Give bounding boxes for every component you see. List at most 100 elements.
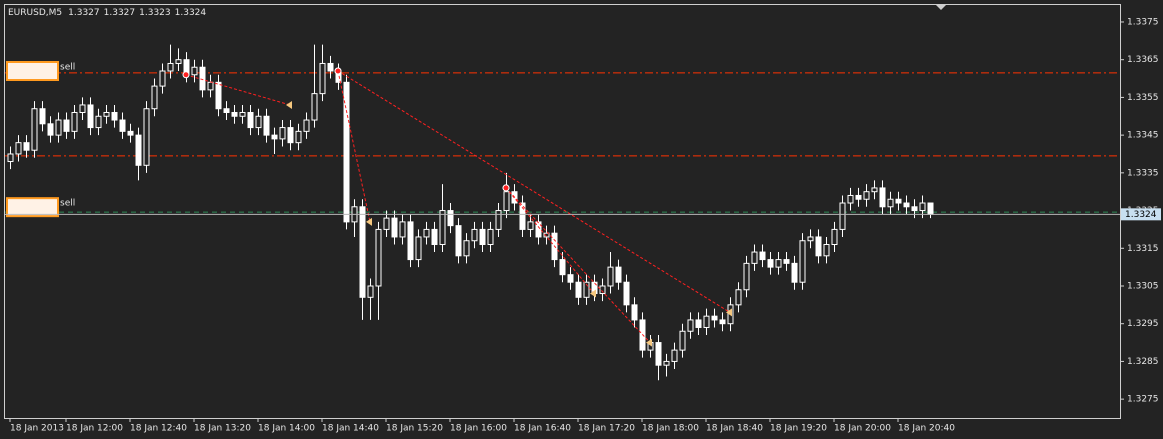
candle-body bbox=[567, 274, 574, 283]
trade-close bbox=[726, 308, 732, 317]
candle-body bbox=[423, 228, 430, 238]
candle-body bbox=[559, 259, 566, 276]
trade-line bbox=[505, 187, 595, 294]
candle-body bbox=[703, 315, 710, 328]
candle-body bbox=[239, 111, 246, 117]
candle-body bbox=[271, 134, 278, 140]
candle-body bbox=[55, 119, 62, 136]
candle-body bbox=[399, 221, 406, 238]
candle-body bbox=[135, 134, 142, 166]
candle-body bbox=[495, 210, 502, 230]
candle-body bbox=[927, 202, 934, 215]
open: 1.3327 bbox=[68, 8, 100, 18]
candle-body bbox=[151, 85, 158, 110]
candle-body bbox=[711, 315, 718, 321]
candle-body bbox=[487, 228, 494, 246]
candle-body bbox=[615, 266, 622, 283]
candle-body bbox=[543, 232, 550, 238]
candle-body bbox=[783, 259, 790, 264]
candle-body bbox=[671, 349, 678, 362]
candle-body bbox=[343, 81, 350, 223]
trade-line bbox=[505, 187, 651, 343]
candle-body bbox=[695, 319, 702, 328]
candle-body bbox=[415, 236, 422, 261]
x-tick-label: 18 Jan 16:00 bbox=[450, 424, 507, 434]
candle-body bbox=[247, 111, 254, 129]
candle-body bbox=[7, 153, 14, 163]
candle-body bbox=[743, 262, 750, 291]
x-tick-label: 18 Jan 20:40 bbox=[898, 424, 955, 434]
candle-body bbox=[575, 281, 582, 298]
y-tick-label: 1.3375 bbox=[1127, 17, 1159, 27]
candle-body bbox=[383, 217, 390, 230]
candle-body bbox=[231, 111, 238, 117]
candle-body bbox=[103, 111, 110, 117]
candle-body bbox=[87, 104, 94, 129]
candle-body bbox=[463, 240, 470, 257]
trade-open bbox=[334, 67, 342, 75]
candle-body bbox=[879, 187, 886, 208]
candle-body bbox=[519, 202, 526, 230]
y-tick-label: 1.3305 bbox=[1127, 281, 1159, 291]
candle-body bbox=[359, 206, 366, 298]
candle-body bbox=[607, 266, 614, 287]
trade-line bbox=[337, 70, 731, 313]
candle-body bbox=[919, 202, 926, 212]
trade-close bbox=[590, 289, 596, 298]
candle-body bbox=[775, 259, 782, 268]
candle-body bbox=[47, 123, 54, 136]
candle-body bbox=[303, 119, 310, 132]
order-box bbox=[6, 61, 59, 82]
candle-body bbox=[623, 281, 630, 306]
y-tick-label: 1.3295 bbox=[1127, 319, 1159, 329]
high: 1.3327 bbox=[104, 8, 136, 18]
order-label: sell bbox=[60, 63, 75, 73]
x-tick-label: 18 Jan 17:20 bbox=[578, 424, 635, 434]
candle-body bbox=[831, 228, 838, 246]
candle-body bbox=[679, 330, 686, 351]
candle-body bbox=[471, 228, 478, 242]
current-price-box bbox=[1121, 208, 1161, 221]
candle-body bbox=[327, 62, 334, 72]
trade-line bbox=[337, 70, 371, 222]
candle-body bbox=[439, 210, 446, 246]
candle-body bbox=[431, 228, 438, 246]
y-tick-label: 1.3275 bbox=[1127, 395, 1159, 405]
candle-body bbox=[127, 130, 134, 136]
candle-body bbox=[15, 142, 22, 155]
x-tick-label: 18 Jan 14:40 bbox=[322, 424, 379, 434]
candle-body bbox=[31, 108, 38, 151]
candle-body bbox=[223, 108, 230, 113]
shift-marker bbox=[936, 5, 946, 10]
candle-body bbox=[655, 342, 662, 366]
candle-body bbox=[911, 206, 918, 212]
x-tick-label: 18 Jan 19:20 bbox=[770, 424, 827, 434]
candle-body bbox=[871, 187, 878, 193]
candle-body bbox=[407, 221, 414, 261]
candle-body bbox=[79, 104, 86, 113]
trade-open bbox=[502, 184, 510, 192]
candle-body bbox=[839, 202, 846, 230]
candle-body bbox=[863, 191, 870, 200]
candle-body bbox=[479, 228, 486, 246]
candle-body bbox=[735, 289, 742, 306]
candle-body bbox=[319, 62, 326, 95]
candle-body bbox=[503, 191, 510, 212]
trade-close bbox=[366, 217, 372, 226]
y-tick-label: 1.3335 bbox=[1127, 168, 1159, 178]
trade-close bbox=[286, 100, 292, 109]
candle-body bbox=[111, 111, 118, 121]
x-tick-label: 18 Jan 18:40 bbox=[706, 424, 763, 434]
y-tick-label: 1.3315 bbox=[1127, 244, 1159, 254]
x-tick-label: 18 Jan 14:00 bbox=[258, 424, 315, 434]
candle-body bbox=[39, 108, 46, 125]
x-tick-label: 18 Jan 16:40 bbox=[514, 424, 571, 434]
candle-body bbox=[255, 115, 262, 129]
candle-body bbox=[175, 59, 182, 64]
candle-body bbox=[63, 119, 70, 132]
candle-body bbox=[199, 66, 206, 91]
candle-body bbox=[447, 210, 454, 227]
